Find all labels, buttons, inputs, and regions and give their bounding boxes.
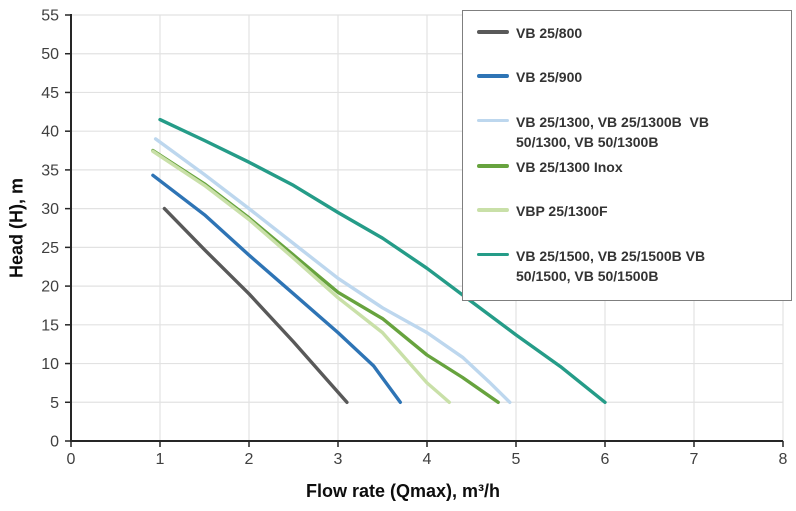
y-tick-label: 45 bbox=[41, 85, 59, 102]
y-tick-label: 40 bbox=[41, 124, 59, 141]
legend-line-swatch bbox=[477, 164, 509, 168]
x-tick-label: 5 bbox=[512, 451, 521, 468]
legend-label: VB 25/900 bbox=[516, 69, 583, 86]
curve-vb-25-1300-inox bbox=[151, 148, 500, 404]
x-tick-label: 0 bbox=[67, 451, 76, 468]
y-tick-label: 50 bbox=[41, 46, 59, 63]
y-tick-label: 25 bbox=[41, 240, 59, 257]
legend-item-vb-25-1300-group: VB 25/1300, VB 25/1300B VB 50/1300, VB 5… bbox=[477, 112, 783, 153]
legend-label: VB 25/1300 Inox bbox=[516, 159, 623, 176]
curve-vb-25-1300-group bbox=[153, 137, 512, 404]
legend-item-vb-25-800: VB 25/800 bbox=[477, 23, 783, 43]
y-tick-label: 35 bbox=[41, 162, 59, 179]
y-tick-label: 30 bbox=[41, 201, 59, 218]
legend-label: VB 25/800 bbox=[516, 25, 583, 41]
x-axis-title: Flow rate (Qmax), m³/h bbox=[305, 481, 501, 501]
curve-vb-25-1500-group bbox=[158, 117, 607, 404]
legend: VB 25/800 VB 25/900 VB 25/1300, VB 25/1300… bbox=[462, 10, 792, 302]
x-tick-label: 8 bbox=[779, 451, 788, 468]
x-tick-label: 7 bbox=[690, 451, 699, 468]
curve-vbp-25-1300f bbox=[151, 149, 451, 404]
legend-item-vb-25-900: VB 25/900 bbox=[477, 67, 783, 87]
legend-item-vb-25-1500-group: VB 25/1500, VB 25/1500B VB 50/1500, VB 5… bbox=[477, 246, 783, 287]
y-tick-label: 20 bbox=[41, 279, 59, 296]
legend-line-swatch bbox=[477, 208, 509, 212]
x-tick-label: 2 bbox=[245, 451, 254, 468]
x-tick-label: 1 bbox=[156, 451, 165, 468]
x-tick-label: 6 bbox=[601, 451, 610, 468]
x-tick-label: 4 bbox=[423, 451, 432, 468]
x-tick-label: 3 bbox=[334, 451, 343, 468]
legend-line-swatch bbox=[477, 30, 509, 34]
curve-vb-25-900 bbox=[151, 173, 402, 404]
legend-line-swatch bbox=[477, 74, 509, 78]
legend-line-swatch bbox=[477, 118, 509, 123]
legend-label: VB 25/1300, VB 25/1300B VB 50/1300, VB 5… bbox=[516, 113, 710, 150]
legend-line-swatch bbox=[477, 252, 509, 257]
y-tick-label: 0 bbox=[50, 434, 59, 451]
curve-vb-25-800 bbox=[162, 206, 349, 404]
legend-item-vb-25-1300-inox: VB 25/1300 Inox bbox=[477, 157, 783, 177]
y-tick-label: 55 bbox=[41, 8, 59, 25]
legend-item-vbp-25-1300f: VBP 25/1300F bbox=[477, 201, 783, 221]
y-tick-label: 15 bbox=[41, 317, 59, 334]
y-axis-title: Head (H), m bbox=[6, 177, 27, 279]
legend-label: VBP 25/1300F bbox=[516, 203, 608, 220]
y-tick-label: 5 bbox=[50, 395, 59, 412]
y-tick-label: 10 bbox=[41, 356, 59, 373]
legend-label: VB 25/1500, VB 25/1500B VB 50/1500, VB 5… bbox=[516, 247, 706, 285]
